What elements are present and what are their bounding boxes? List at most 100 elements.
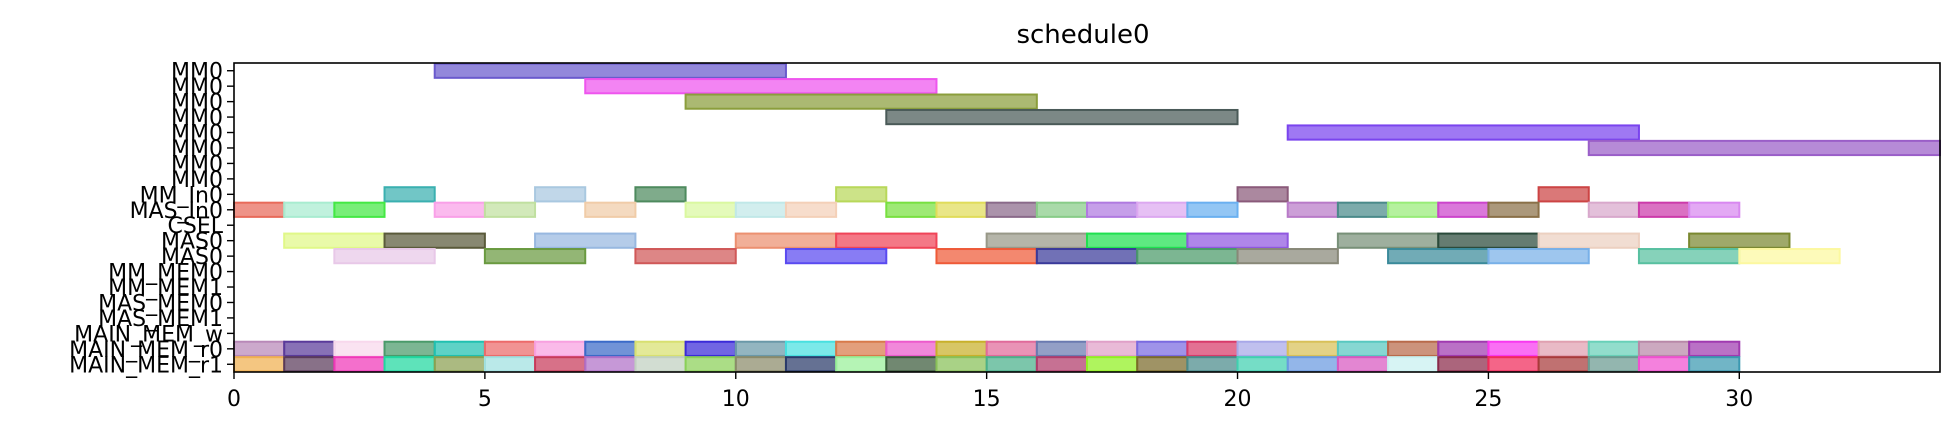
- task-bar: [734, 232, 838, 249]
- task-bar: [483, 248, 587, 265]
- task-bar: [283, 356, 336, 373]
- task-bar: [1637, 201, 1691, 218]
- task-bar: [835, 186, 888, 203]
- y-tick-label: MM0: [171, 168, 223, 193]
- task-bar: [1286, 124, 1640, 141]
- task-bar: [383, 356, 436, 373]
- plot-frame: [233, 62, 1941, 373]
- task-bar: [885, 201, 938, 218]
- task-bar: [483, 340, 537, 357]
- task-bar: [1537, 232, 1640, 249]
- task-bar: [1487, 248, 1590, 265]
- task-bar: [1387, 248, 1490, 265]
- task-bar: [1186, 201, 1239, 218]
- task-bar: [1086, 232, 1189, 249]
- task-bar: [1286, 201, 1339, 218]
- y-tick-label: MM_In0: [140, 183, 223, 208]
- task-bar: [634, 186, 687, 203]
- task-bar: [233, 340, 286, 357]
- task-bar: [985, 356, 1038, 373]
- task-bar: [333, 201, 386, 218]
- task-bar: [534, 232, 637, 249]
- task-bar: [1637, 356, 1691, 373]
- task-bar: [935, 248, 1038, 265]
- task-bar: [584, 340, 637, 357]
- task-bar: [1336, 201, 1390, 218]
- task-bar: [534, 356, 587, 373]
- task-bar: [1236, 356, 1289, 373]
- task-bar: [584, 201, 637, 218]
- task-bar: [935, 356, 988, 373]
- task-bar: [784, 201, 838, 218]
- task-bar: [584, 356, 637, 373]
- task-bar: [1387, 201, 1440, 218]
- task-bar: [1688, 356, 1741, 373]
- y-tick-label: MM0: [171, 122, 223, 147]
- task-bar: [1186, 232, 1289, 249]
- task-bar: [784, 248, 888, 265]
- y-tick-label: MM0: [171, 60, 223, 85]
- y-tick-label: MAS_MEM1: [98, 307, 223, 332]
- task-bar: [433, 340, 486, 357]
- task-bar: [634, 248, 737, 265]
- task-bar: [985, 232, 1089, 249]
- y-tick-label: MM0: [171, 75, 223, 100]
- y-tick-label: MAS0: [161, 230, 223, 255]
- task-bar: [283, 340, 336, 357]
- task-bar: [1086, 340, 1139, 357]
- task-bar: [1437, 356, 1490, 373]
- task-bar: [1537, 356, 1590, 373]
- task-bar: [1236, 186, 1289, 203]
- task-bar: [1035, 340, 1088, 357]
- y-tick-label: MM_MEM0: [108, 261, 223, 286]
- task-bar: [1136, 356, 1189, 373]
- task-bar: [985, 201, 1038, 218]
- task-bar: [1035, 356, 1088, 373]
- task-bar: [1688, 232, 1791, 249]
- task-bar: [433, 356, 486, 373]
- y-axis: MM0MM0MM0MM0MM0MM0MM0MM0MM_In0MAS_In0CSE…: [69, 60, 234, 378]
- task-bar: [1587, 139, 1941, 157]
- task-bar: [885, 108, 1239, 126]
- task-bar: [333, 340, 386, 357]
- task-bar: [1688, 340, 1741, 357]
- y-tick-label: MM0: [171, 137, 223, 162]
- task-bar: [1186, 356, 1239, 373]
- task-bar: [1437, 232, 1540, 249]
- x-tick-label: 25: [1474, 387, 1502, 412]
- task-bar: [1136, 340, 1189, 357]
- task-bar: [684, 356, 737, 373]
- x-axis: 0 5 10 15 20 25 30: [227, 372, 1753, 412]
- task-bar: [634, 340, 687, 357]
- task-bar: [1086, 201, 1139, 218]
- task-bar: [1336, 232, 1440, 249]
- task-bar: [1437, 340, 1490, 357]
- y-tick-label: MAS0: [161, 245, 223, 270]
- task-bar: [534, 340, 587, 357]
- task-bar: [935, 340, 988, 357]
- y-tick-label: MAIN_MEM_r1: [69, 353, 223, 378]
- task-bar: [333, 356, 386, 373]
- task-bar: [233, 201, 286, 218]
- task-bar: [383, 186, 436, 203]
- task-bar: [885, 356, 938, 373]
- task-bar: [1035, 201, 1088, 218]
- task-bar: [1637, 340, 1691, 357]
- task-bar: [1336, 356, 1390, 373]
- task-bar: [233, 356, 286, 373]
- task-bar: [1136, 248, 1239, 265]
- x-tick-label: 15: [973, 387, 1001, 412]
- task-bar: [1387, 356, 1440, 373]
- task-bar: [1086, 356, 1139, 373]
- y-tick-label: MM0: [171, 152, 223, 177]
- task-bar: [1236, 248, 1339, 265]
- y-tick-label: MAS_In0: [130, 199, 223, 224]
- task-bar: [835, 340, 888, 357]
- task-bar: [734, 201, 787, 218]
- task-bar: [684, 340, 737, 357]
- x-tick-label: 0: [227, 387, 241, 412]
- task-bar: [1587, 356, 1640, 373]
- y-tick-label: MAS_MEM0: [98, 291, 223, 316]
- task-bar: [1336, 340, 1390, 357]
